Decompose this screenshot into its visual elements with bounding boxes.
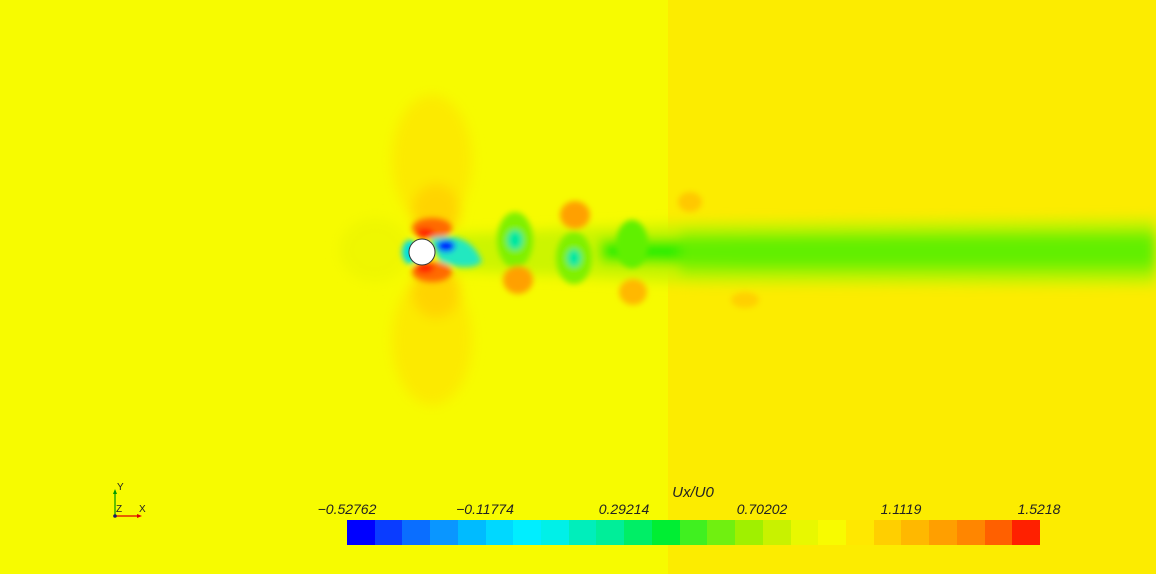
hot-spot-4 [678,192,702,212]
hot-spot-2 [503,266,533,294]
colorbar-tick: −0.11774 [456,501,514,517]
colorbar-cell [984,520,1013,545]
peak-lower [416,263,434,273]
colorbar-cell [347,520,375,545]
colorbar-cell [374,520,403,545]
vortex-2-core [567,249,581,267]
peak-upper [416,228,434,238]
colorbar-cell [568,520,597,545]
colorbar-cell [485,520,514,545]
colorbar-cell [929,520,957,545]
hot-spot-5 [731,292,759,308]
y-axis-arrow [113,489,117,494]
y-axis-label: Y [117,482,124,493]
colorbar-tick: 1.1119 [880,501,922,517]
colorbar-tick: 0.70202 [736,501,788,517]
upstream-lobe [339,218,411,282]
z-axis-label: Z [116,504,122,515]
orientation-triad: Y Z X [113,482,146,518]
colorbar-tick: 1.5218 [1017,501,1061,517]
vortex-3 [616,220,648,268]
colorbar-cell [541,520,569,545]
recirculation-zone [437,240,455,252]
colorbar-cell [596,520,625,545]
vortex-1-core [507,230,523,250]
x-axis-arrow [137,514,142,518]
colorbar-cell [873,520,902,545]
colorbar-cell [956,520,985,545]
colorbar-title: Ux/U0 [672,484,714,501]
z-axis-dot [113,514,117,518]
colorbar-tick: 0.29214 [598,501,650,517]
x-axis-label: X [139,504,146,515]
colorbar-tick: −0.52762 [317,501,377,517]
wake-mid [680,228,1156,276]
colorbar-cell [901,520,930,545]
colorbar-cell [707,520,736,545]
cylinder [408,238,436,266]
colorbar-cell [735,520,763,545]
colorbar-cell [762,520,791,545]
colorbar-cell [402,520,431,545]
colorbar-scale [347,520,1040,545]
colorbar-cell [430,520,458,545]
colorbar-cell [457,520,486,545]
colorbar-cell [679,520,708,545]
colorbar-cell [624,520,652,545]
free-stream-left [0,0,668,574]
colorbar-cell [513,520,542,545]
colorbar-cell [845,520,874,545]
colorbar-cell [651,520,680,545]
free-stream-right [668,0,1156,574]
hot-spot-1 [560,201,590,229]
colorbar-cell [790,520,819,545]
hot-spot-3 [619,279,647,305]
colorbar-cell [1012,520,1040,545]
colorbar-cell [818,520,846,545]
